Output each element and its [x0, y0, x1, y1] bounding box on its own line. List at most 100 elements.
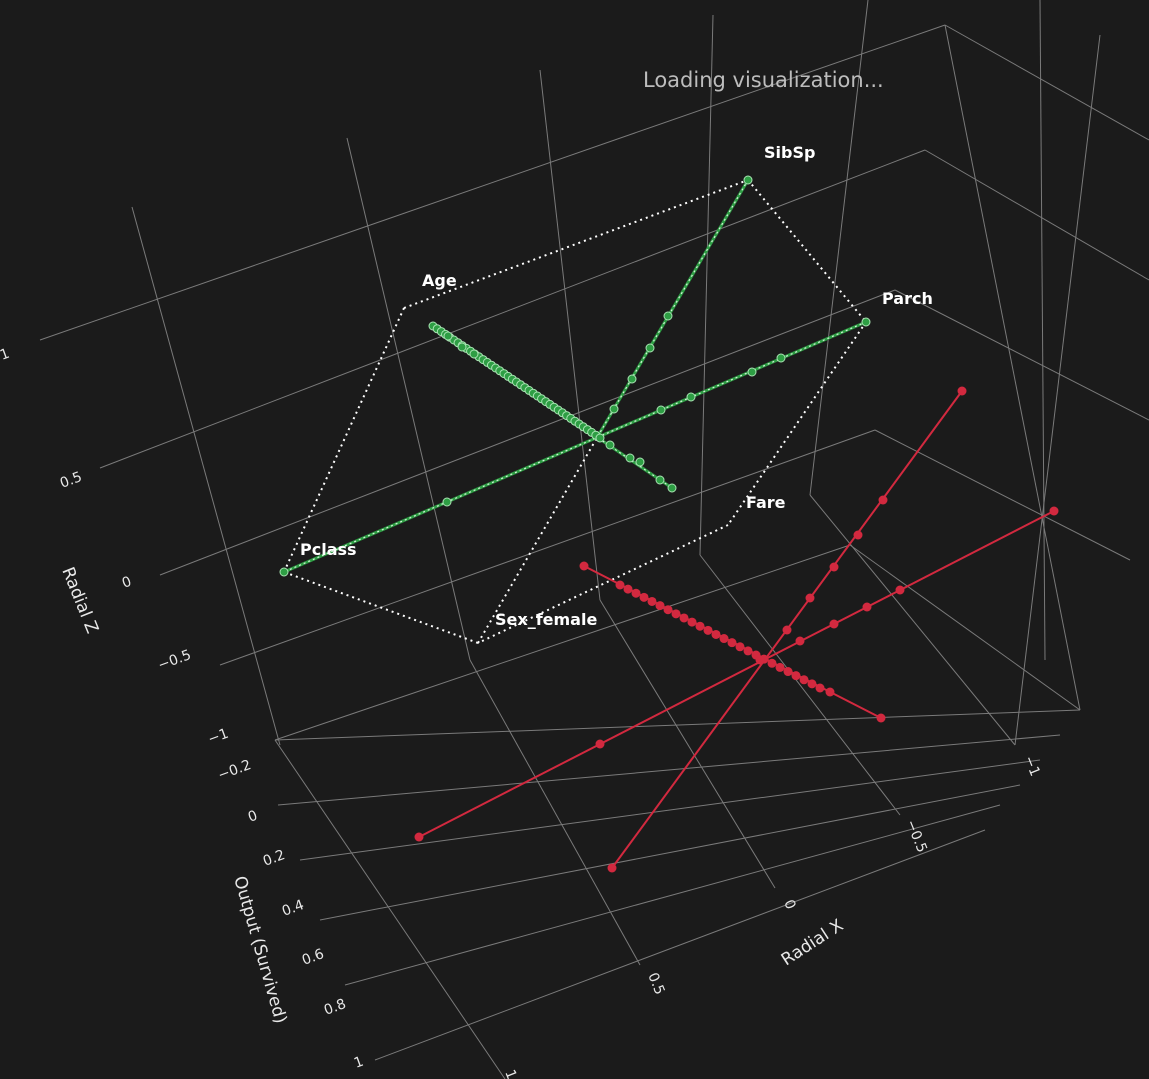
z-tick: 0 [120, 574, 134, 592]
y-tick: 1 [352, 1054, 366, 1072]
data-point [442, 497, 452, 507]
series-line-highlight [283, 321, 867, 573]
data-point [667, 483, 677, 493]
data-point [469, 349, 479, 359]
series-line [418, 510, 1055, 838]
data-point [876, 713, 886, 723]
data-point [743, 175, 753, 185]
data-point [695, 621, 705, 631]
data-point [639, 592, 649, 602]
data-point [686, 392, 696, 402]
x-axis-title: Radial X [778, 915, 848, 970]
data-point [656, 405, 666, 415]
y-axis-ticks: −0.2 0 0.2 0.4 0.6 0.8 1 [216, 757, 366, 1072]
data-point [829, 619, 839, 629]
data-point [595, 433, 605, 443]
z-tick: 1 [0, 346, 12, 364]
data-point [647, 596, 657, 606]
feature-labels: SibSp Age Parch Fare Pclass Sex_female [300, 143, 933, 629]
data-point [825, 687, 835, 697]
z-axis-ticks: 1 0.5 0 −0.5 −1 [0, 346, 231, 748]
feature-label-pclass: Pclass [300, 540, 357, 559]
data-point [799, 675, 809, 685]
outline-edge [283, 307, 405, 573]
data-point [829, 562, 839, 572]
data-point [735, 642, 745, 652]
data-point [635, 457, 645, 467]
x-tick: 0 [780, 898, 798, 912]
data-point [443, 331, 453, 341]
data-point [679, 613, 689, 623]
y-tick: 0 [246, 808, 260, 826]
x-tick: 0.5 [644, 971, 667, 998]
feature-outline [283, 179, 867, 644]
data-point [627, 374, 637, 384]
data-point [645, 343, 655, 353]
data-point [862, 602, 872, 612]
data-point [795, 636, 805, 646]
z-tick: −0.5 [156, 647, 193, 674]
data-point [663, 311, 673, 321]
data-point [755, 655, 765, 665]
grid-lines [39, 0, 1149, 1079]
series-line [596, 179, 750, 437]
data-point [878, 495, 888, 505]
loading-status: Loading visualization... [643, 68, 884, 92]
data-point [727, 638, 737, 648]
data-point [782, 625, 792, 635]
data-point [747, 367, 757, 377]
feature-label-sibsp: SibSp [764, 143, 815, 162]
data-point [853, 530, 863, 540]
outline-edge [747, 179, 867, 323]
data-point [791, 671, 801, 681]
data-point [655, 601, 665, 611]
data-point [775, 662, 785, 672]
data-point [607, 863, 617, 873]
feature-label-sex-female: Sex_female [495, 610, 597, 629]
z-axis-title: Radial Z [57, 564, 102, 636]
data-point [671, 609, 681, 619]
data-point [815, 683, 825, 693]
y-tick: 0.2 [261, 847, 287, 870]
outline-edge [477, 524, 729, 644]
x-axis-ticks: 1 0.5 0 −0.5 −1 [501, 754, 1043, 1079]
x-tick: −1 [1020, 754, 1043, 779]
x-tick: 1 [501, 1068, 519, 1079]
data-point [609, 404, 619, 414]
series-survived-1 [414, 386, 1059, 873]
data-point [807, 679, 817, 689]
data-point [957, 386, 967, 396]
data-point [805, 593, 815, 603]
data-point [579, 561, 589, 571]
data-point [663, 605, 673, 615]
data-point [776, 353, 786, 363]
data-point [1049, 506, 1059, 516]
data-point [414, 832, 424, 842]
data-point [711, 629, 721, 639]
y-axis-title: Output (Survived) [229, 874, 290, 1026]
y-tick: 0.4 [280, 897, 306, 920]
data-point [457, 342, 467, 352]
data-point [595, 739, 605, 749]
y-tick: 0.8 [322, 996, 348, 1019]
outline-edge [727, 321, 867, 526]
data-point [861, 317, 871, 327]
data-point [743, 646, 753, 656]
y-tick: 0.6 [300, 946, 326, 969]
data-point [615, 580, 625, 590]
feature-label-fare: Fare [746, 493, 786, 512]
data-point [687, 617, 697, 627]
data-point [783, 667, 793, 677]
data-point [895, 585, 905, 595]
feature-label-age: Age [422, 271, 457, 290]
data-point [767, 658, 777, 668]
z-tick: 0.5 [58, 469, 84, 492]
data-point [703, 625, 713, 635]
data-point [605, 440, 615, 450]
data-point [719, 634, 729, 644]
outline-edge [283, 571, 479, 644]
series-survived-0 [279, 175, 871, 577]
data-point [655, 475, 665, 485]
x-tick: −0.5 [902, 818, 930, 856]
